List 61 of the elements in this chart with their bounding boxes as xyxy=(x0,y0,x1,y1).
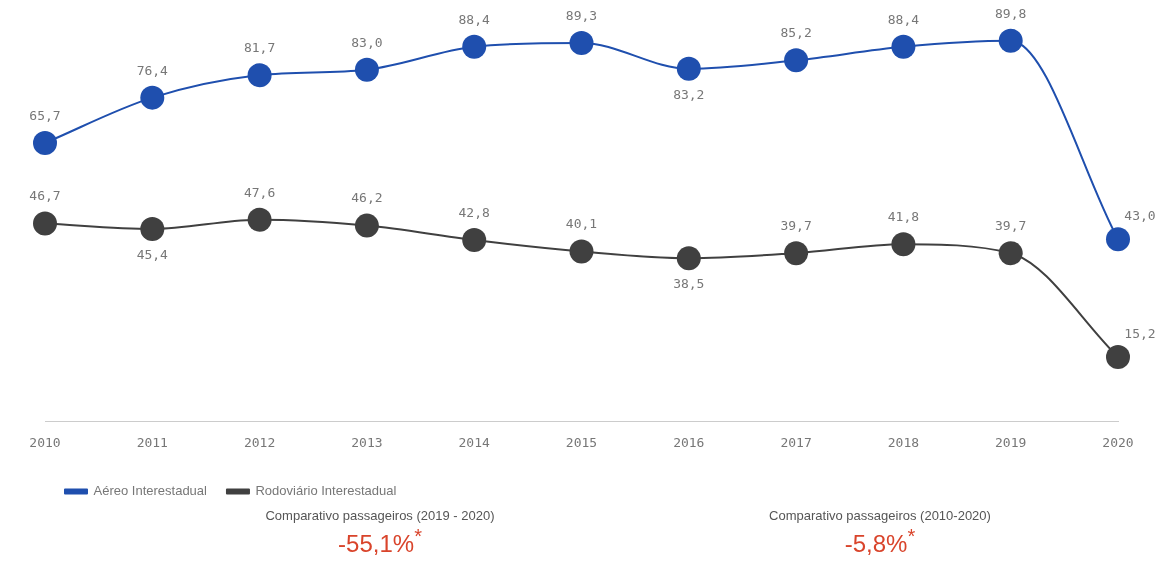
data-label: 83,2 xyxy=(673,86,705,102)
point xyxy=(33,130,57,155)
x-tick-label: 2010 xyxy=(29,434,61,450)
x-tick-label: 2016 xyxy=(673,434,705,450)
point xyxy=(784,48,809,73)
x-tick-label: 2013 xyxy=(351,434,383,450)
data-label: 38,5 xyxy=(673,276,705,292)
point xyxy=(462,228,487,253)
data-label: 65,7 xyxy=(29,107,61,123)
point xyxy=(998,28,1023,53)
point xyxy=(891,232,916,257)
data-label: 39,7 xyxy=(780,218,812,234)
point xyxy=(784,241,809,266)
data-label: 88,4 xyxy=(887,11,920,27)
point xyxy=(998,241,1023,266)
text: -5,8%$^{*}$ xyxy=(843,525,917,558)
point xyxy=(33,211,57,236)
data-label: 41,8 xyxy=(887,209,920,225)
data-label: 46,7 xyxy=(29,188,61,204)
point xyxy=(676,56,701,81)
point xyxy=(569,30,594,55)
data-label: 85,2 xyxy=(780,25,812,41)
point xyxy=(1106,227,1130,252)
data-label: 76,4 xyxy=(136,62,169,78)
point xyxy=(354,57,379,82)
data-label: 89,8 xyxy=(995,5,1027,21)
point xyxy=(1106,344,1130,369)
data-label: 43,0 xyxy=(1124,208,1156,224)
text: Comparativo passageiros (2010-2020) xyxy=(768,508,992,523)
legend-label: Rodoviário Interestadual xyxy=(255,483,397,499)
data-label: 46,2 xyxy=(351,190,383,206)
x-tick-label: 2018 xyxy=(887,434,920,450)
data-label: 81,7 xyxy=(243,40,276,56)
data-label: 89,3 xyxy=(565,7,598,23)
text: Comparativo passageiros (2019 - 2020) xyxy=(264,508,496,523)
data-label: 45,4 xyxy=(136,246,169,262)
x-tick-label: 2019 xyxy=(995,434,1027,450)
point xyxy=(569,239,594,264)
data-label: 88,4 xyxy=(458,11,491,27)
x-tick-label: 2017 xyxy=(780,434,812,450)
x-tick-label: 2011 xyxy=(136,434,168,450)
point xyxy=(891,34,916,59)
x-tick-label: 2015 xyxy=(565,434,598,450)
point xyxy=(354,213,379,238)
x-tick-label: 2014 xyxy=(458,434,491,450)
x-tick-label: 2012 xyxy=(243,434,276,450)
data-label: 15,2 xyxy=(1124,325,1156,341)
point xyxy=(140,85,165,110)
data-label: 83,0 xyxy=(351,34,383,50)
x-tick-label: 2020 xyxy=(1102,434,1134,450)
point xyxy=(462,34,487,59)
point xyxy=(247,63,272,88)
legend-label: Aéreo Interestadual xyxy=(93,483,208,499)
point xyxy=(247,207,272,232)
point xyxy=(676,246,701,271)
point xyxy=(140,217,165,242)
data-label: 47,6 xyxy=(243,184,276,200)
text: -55,1%$^{*}$ xyxy=(337,525,423,558)
data-label: 42,8 xyxy=(458,204,490,220)
data-label: 40,1 xyxy=(565,216,598,232)
data-label: 39,7 xyxy=(995,218,1027,234)
